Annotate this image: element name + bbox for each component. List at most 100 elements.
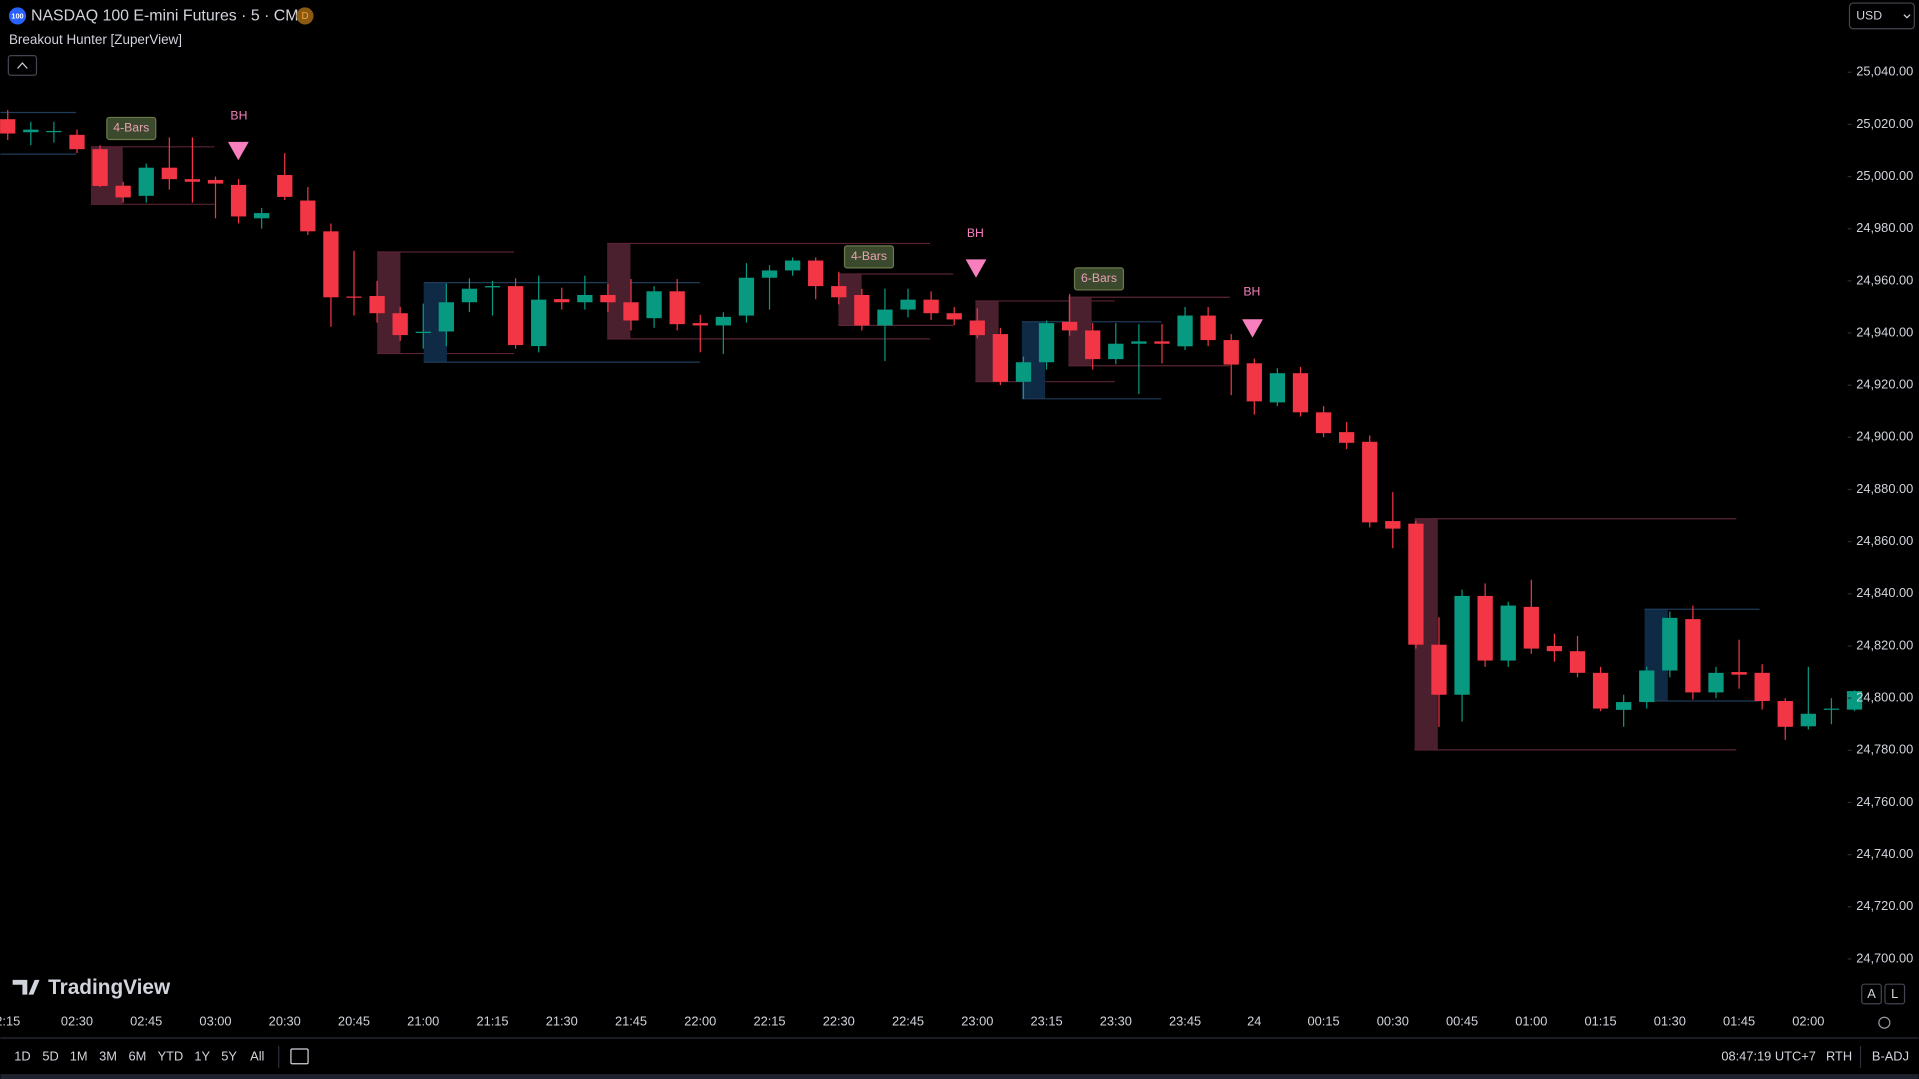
settings-icon[interactable]	[1878, 1016, 1891, 1029]
annotations: 4-Bars 4-Bars 6-Bars BH BH BH	[106, 108, 1263, 338]
calendar-icon[interactable]	[290, 1048, 309, 1065]
candle-body	[230, 184, 247, 217]
x-tick-label: 21:15	[476, 1014, 508, 1029]
range-button[interactable]: 5D	[42, 1048, 58, 1063]
x-tick-label: 23:45	[1169, 1014, 1201, 1029]
candle-body	[992, 334, 1009, 382]
session-button[interactable]: RTH	[1826, 1048, 1852, 1063]
axes: 25,040.00 25,020.00 25,000.00 24,980.00 24,9…	[0, 64, 1913, 1029]
y-tick-label: 24,940.00	[1856, 324, 1913, 339]
candle-body	[900, 299, 916, 310]
candle-body	[138, 167, 154, 196]
candle-body	[1639, 670, 1655, 703]
x-tick-label: 00:45	[1446, 1014, 1478, 1029]
candle-body	[184, 179, 201, 182]
range-button[interactable]: 6M	[128, 1048, 146, 1063]
candle-body	[1477, 595, 1493, 661]
x-tick-label: 21:00	[407, 1014, 439, 1029]
range-button[interactable]: 1M	[70, 1048, 88, 1063]
y-tick-label: 24,860.00	[1856, 533, 1913, 548]
candle-body	[1546, 645, 1563, 652]
range-button[interactable]: All	[250, 1048, 264, 1063]
y-tick-label: 24,880.00	[1856, 481, 1913, 496]
signal-arrow	[227, 141, 249, 161]
x-tick-label: 21:45	[615, 1014, 647, 1029]
candle-body	[1385, 521, 1401, 529]
candle-body	[715, 316, 732, 326]
candle-body	[1777, 701, 1793, 727]
candle-body	[507, 286, 524, 346]
candle-body	[1200, 315, 1216, 341]
range-bar: 1D 5D 1M 3M 6M YTD 1Y 5Y All	[14, 1048, 264, 1063]
label-box	[106, 116, 157, 141]
range-button[interactable]: 5Y	[221, 1048, 237, 1063]
candle-body	[877, 309, 893, 326]
candle-body	[1454, 595, 1470, 695]
candle-body	[623, 302, 639, 321]
collapse-icon	[17, 62, 28, 69]
candle-body	[1246, 363, 1262, 402]
candle-body	[484, 286, 501, 288]
candle-body	[1131, 341, 1147, 344]
candle-body	[1061, 321, 1078, 331]
signal-label: BH	[1243, 285, 1260, 299]
x-tick-label: 01:00	[1515, 1014, 1547, 1029]
candle-body	[1038, 323, 1055, 363]
candle-body	[808, 260, 824, 287]
x-tick-label: 2:15	[0, 1014, 20, 1029]
scale-button[interactable]	[1861, 983, 1882, 1005]
indicator-title[interactable]: Breakout Hunter [ZuperView]	[9, 32, 182, 47]
range-label: 6-Bars	[1081, 271, 1117, 285]
candle-body	[115, 185, 131, 198]
candle-body	[1338, 432, 1355, 443]
range-button[interactable]: YTD	[158, 1048, 184, 1063]
y-tick-label: 24,820.00	[1856, 637, 1913, 652]
x-tick-label: 20:45	[338, 1014, 370, 1029]
x-tick-label: 20:30	[269, 1014, 301, 1029]
scale-button[interactable]	[1884, 983, 1906, 1005]
x-tick-label: 22:00	[684, 1014, 716, 1029]
y-tick-label: 24,840.00	[1856, 585, 1913, 600]
candle-body	[254, 213, 270, 219]
candle-body	[854, 294, 870, 326]
adjust-button[interactable]: B-ADJ	[1872, 1048, 1909, 1063]
x-tick-label: 00:15	[1308, 1014, 1340, 1029]
candle-body	[277, 174, 293, 197]
logo-text[interactable]: TradingView	[48, 976, 171, 999]
candle-body	[1154, 341, 1170, 344]
candle-body	[1731, 672, 1747, 675]
bottom-edge	[0, 1074, 1919, 1079]
x-tick-label: 02:00	[1792, 1014, 1824, 1029]
range-button[interactable]: 1Y	[194, 1048, 210, 1063]
signal-arrow	[965, 259, 987, 278]
range-button[interactable]: 1D	[14, 1048, 30, 1063]
y-tick-label: 24,740.00	[1856, 846, 1913, 861]
currency-button[interactable]	[1848, 2, 1915, 30]
symbol-title[interactable]: NASDAQ 100 E-mini Futures · 5 · CME	[31, 8, 309, 25]
candle-body	[1315, 412, 1332, 434]
candle-body	[761, 270, 778, 278]
signal-label: BH	[230, 108, 247, 122]
currency-label: USD	[1856, 9, 1882, 23]
y-tick-label: 24,700.00	[1856, 950, 1913, 965]
candle-body	[1269, 373, 1286, 403]
candle-body	[969, 320, 985, 336]
candle-body	[1362, 441, 1378, 523]
range-label: 4-Bars	[851, 249, 887, 263]
candle-body	[1685, 619, 1701, 693]
candle-body	[1292, 373, 1309, 413]
range-box	[607, 243, 631, 339]
range-button[interactable]: 3M	[99, 1048, 117, 1063]
x-tick-label: 22:45	[892, 1014, 924, 1029]
x-tick-label: 22:30	[823, 1014, 855, 1029]
x-tick-label: 23:30	[1100, 1014, 1132, 1029]
y-tick-label: 24,900.00	[1856, 429, 1913, 444]
label-box	[843, 245, 895, 269]
candle-body	[531, 299, 547, 347]
range-label: 4-Bars	[113, 121, 149, 135]
candle-body	[1754, 672, 1770, 702]
candle-body	[1616, 702, 1632, 710]
x-tick-label: 23:15	[1030, 1014, 1062, 1029]
collapse-button[interactable]	[7, 55, 38, 76]
x-tick-label: 21:30	[546, 1014, 578, 1029]
